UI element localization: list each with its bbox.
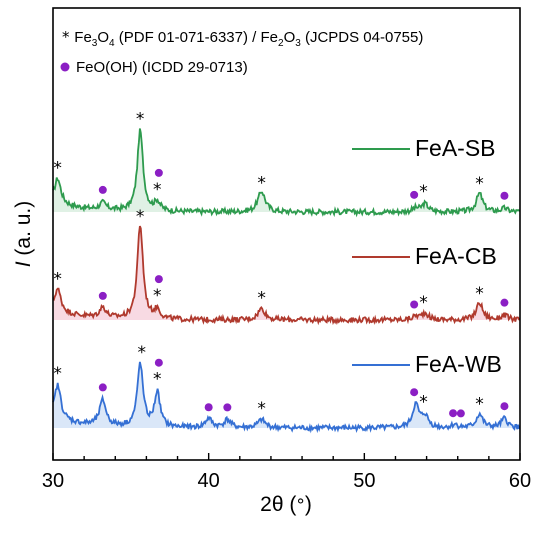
peak-star-marker: *: [53, 159, 62, 179]
series-label-FeA-SB: FeA-SB: [415, 135, 496, 161]
series-layer: [52, 128, 521, 434]
peak-dot-marker: [449, 409, 458, 418]
plot-frame: [52, 7, 521, 461]
legend-star-text-part: 3: [92, 38, 98, 49]
peak-star-marker: *: [53, 364, 62, 384]
series-label-FeA-WB: FeA-WB: [415, 351, 502, 377]
series-line-FeA-SB: [52, 128, 521, 218]
peak-star-marker: *: [419, 293, 428, 313]
series-fill-FeA-WB: [53, 361, 520, 431]
y-axis-title: I (a. u.): [12, 201, 35, 268]
peak-dot-marker: [98, 383, 107, 392]
peak-star-marker: *: [53, 270, 62, 290]
peak-dot-marker: [410, 300, 419, 309]
x-tick-label: 40: [198, 470, 220, 492]
peak-star-marker: *: [136, 109, 145, 129]
peak-dot-marker: [154, 275, 163, 284]
peak-dot-marker: [154, 358, 163, 367]
peak-star-marker: *: [257, 399, 266, 419]
legend-star-marker: *: [62, 28, 74, 46]
legend-dot-label: FeO(OH) (ICDD 29-0713): [76, 59, 248, 76]
peak-dot-marker: [154, 168, 163, 177]
peak-dot-marker: [500, 402, 509, 411]
peak-dot-marker: [500, 298, 509, 307]
peak-markers: * * * * * * * * * * * * * * * * * *: [53, 109, 509, 419]
peak-dot-marker: [98, 291, 107, 300]
peak-dot-marker: [98, 185, 107, 194]
legend-star-text-part: (PDF 01-071-6337) / Fe: [115, 29, 278, 46]
peak-star-marker: *: [257, 174, 266, 194]
x-tick-label: 30: [42, 470, 64, 492]
peak-star-marker: *: [153, 286, 162, 306]
legend-star-text-part: O: [284, 29, 296, 46]
legend-dot-marker: [60, 62, 70, 72]
peak-dot-marker: [223, 403, 232, 412]
peak-star-marker: *: [137, 343, 146, 363]
legend: * Fe3O4 (PDF 01-071-6337) / Fe2O3 (JCPDS…: [60, 28, 423, 76]
peak-star-marker: *: [257, 288, 266, 308]
series-line-FeA-CB: [52, 225, 521, 326]
peak-dot-marker: [204, 403, 213, 412]
peak-star-marker: *: [475, 394, 484, 414]
series-label-FeA-CB: FeA-CB: [415, 243, 497, 269]
x-tick-label: 50: [353, 470, 375, 492]
x-tick-label: 60: [509, 470, 531, 492]
peak-dot-marker: [410, 190, 419, 199]
series-fill-FeA-CB: [53, 226, 520, 323]
legend-star-text-part: 4: [109, 38, 115, 49]
peak-star-marker: *: [475, 284, 484, 304]
legend-star-text-part: 2: [278, 38, 284, 49]
legend-star-text-part: (JCPDS 04-0755): [301, 29, 424, 46]
peak-dot-marker: [456, 409, 465, 418]
x-axis-title: 2θ (°): [260, 493, 312, 516]
peak-dot-marker: [500, 191, 509, 200]
peak-star-marker: *: [153, 180, 162, 200]
peak-dot-marker: [410, 388, 419, 397]
series-labels: FeA-SB FeA-CB FeA-WB: [352, 135, 502, 377]
peak-star-marker: *: [153, 370, 162, 390]
peak-star-marker: *: [136, 207, 145, 227]
peak-star-marker: *: [475, 174, 484, 194]
legend-star-text-part: Fe: [74, 29, 92, 46]
peak-star-marker: *: [419, 392, 428, 412]
legend-star-text-part: O: [97, 29, 109, 46]
legend-star-entry: * Fe3O4 (PDF 01-071-6337) / Fe2O3 (JCPDS…: [62, 28, 423, 49]
legend-star-text-part: 3: [295, 38, 301, 49]
x-axis: 30 40 50 60: [42, 453, 531, 492]
series-line-FeA-WB: [52, 361, 521, 434]
peak-star-marker: *: [419, 182, 428, 202]
